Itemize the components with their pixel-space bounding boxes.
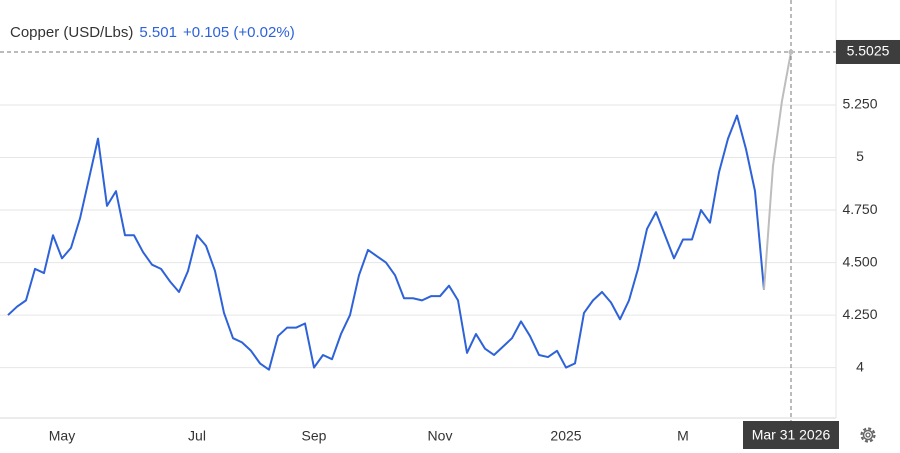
y-tick-label: 5.250: [842, 96, 877, 112]
x-tick-label: Jul: [188, 428, 206, 444]
x-tick-label: Sep: [302, 428, 327, 444]
price-label: 5.5025: [847, 43, 890, 59]
change: +0.105 (+0.02%): [183, 24, 295, 41]
price-line: [763, 51, 792, 290]
settings-icon[interactable]: [860, 427, 876, 443]
x-tick-label: M: [677, 428, 689, 444]
header: Copper (USD/Lbs) 5.501 +0.105 (+0.02%): [10, 24, 295, 41]
y-tick-label: 4.750: [842, 201, 877, 217]
x-tick-label: Nov: [428, 428, 453, 444]
last-point: [788, 49, 794, 55]
y-tick-label: 4.250: [842, 306, 877, 322]
price-line: [7, 114, 765, 371]
date-label-box: [743, 421, 839, 449]
chart-title: Copper (USD/Lbs): [10, 24, 133, 41]
x-tick-label: May: [49, 428, 75, 444]
date-label: Mar 31 2026: [752, 427, 831, 443]
y-tick-label: 4: [856, 358, 864, 374]
price-label-box: [836, 39, 900, 64]
y-tick-label: 4.500: [842, 253, 877, 269]
y-tick-label: 5: [856, 148, 864, 164]
price: 5.501: [139, 24, 177, 41]
x-tick-label: 2025: [550, 428, 581, 444]
